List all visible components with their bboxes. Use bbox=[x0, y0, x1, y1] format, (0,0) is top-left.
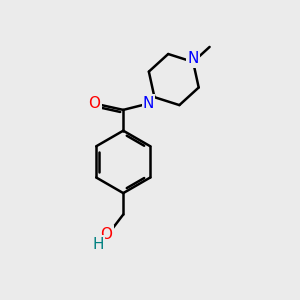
Text: O: O bbox=[88, 95, 101, 110]
Text: H: H bbox=[92, 237, 104, 252]
Text: N: N bbox=[188, 52, 199, 67]
Text: O: O bbox=[100, 226, 112, 242]
Text: N: N bbox=[143, 95, 154, 110]
